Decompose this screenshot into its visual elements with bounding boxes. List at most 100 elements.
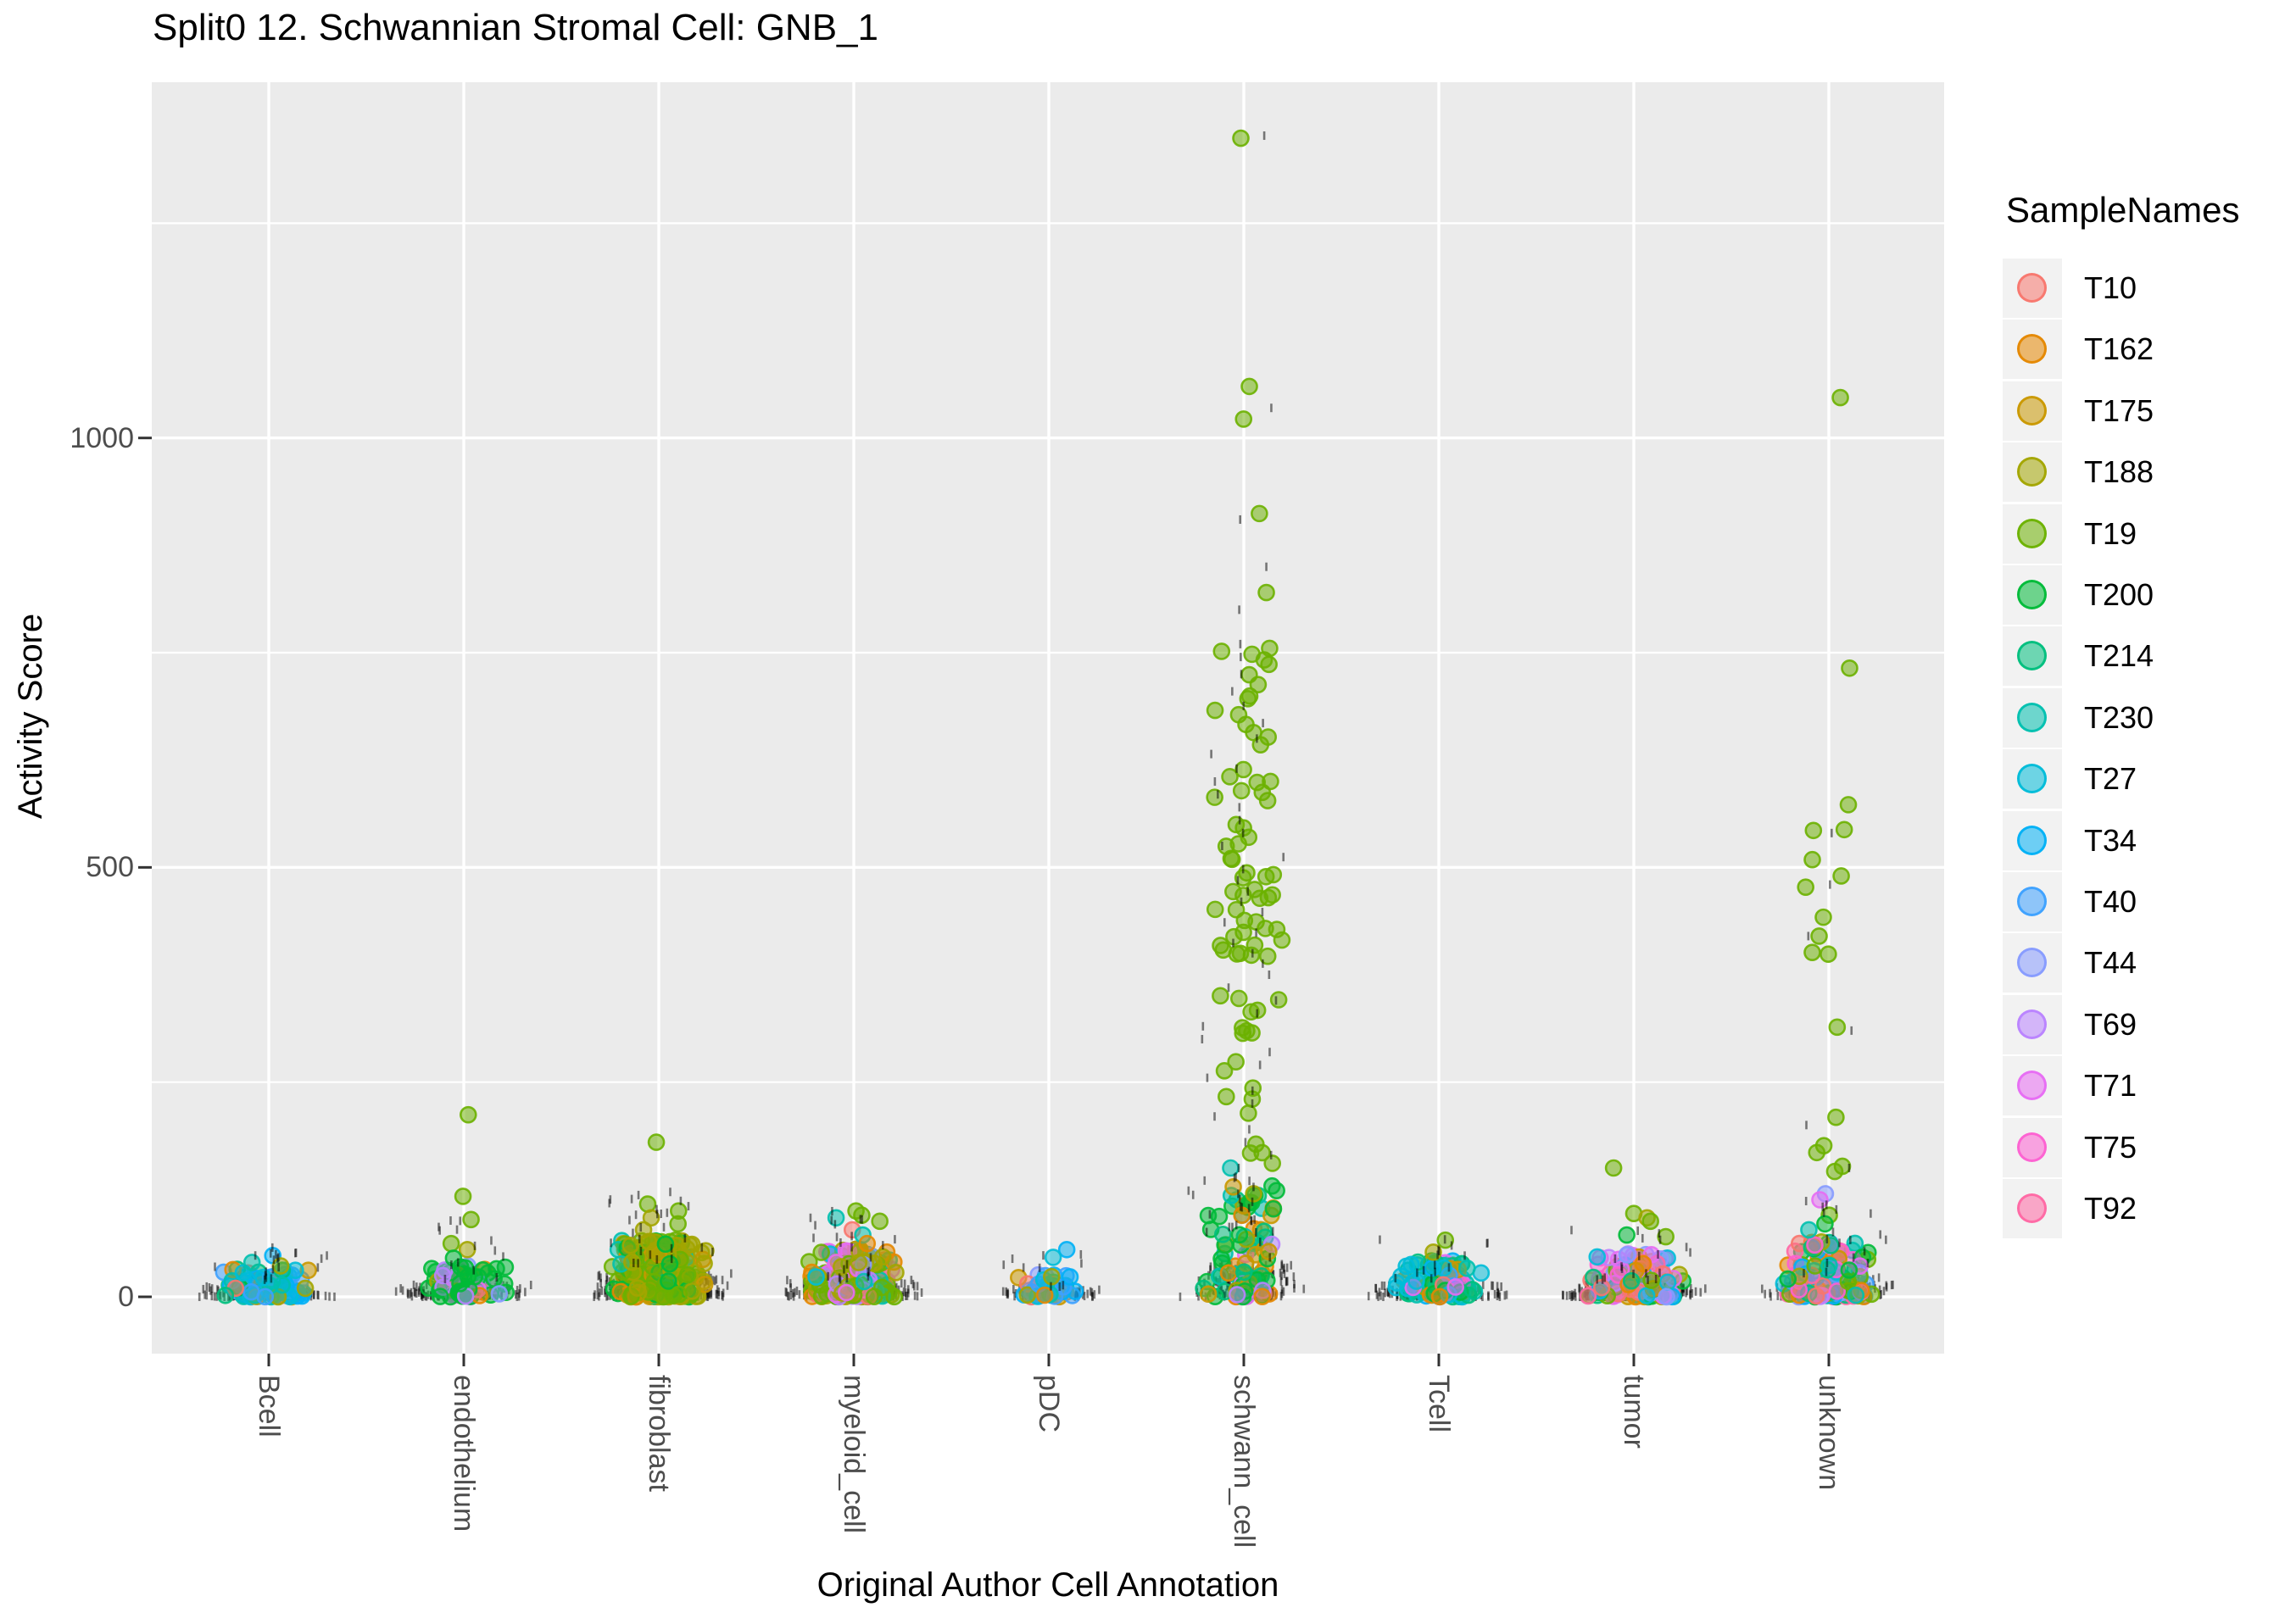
x-tick-label-tumor: tumor [1618,1375,1650,1449]
data-point [1273,931,1291,949]
data-point [1814,908,1832,926]
black-dash-point [495,1272,499,1282]
data-point [1835,820,1853,839]
black-dash-point [721,1291,723,1300]
data-point [454,1187,472,1205]
legend-key-T44 [2003,933,2062,993]
data-point [670,1285,688,1304]
black-dash-point [1232,938,1234,948]
black-dash-point [830,1215,833,1225]
legend-label-T162: T162 [2084,331,2154,367]
black-dash-point [1388,1289,1391,1299]
data-point [1260,1243,1278,1260]
black-dash-point [1238,1194,1241,1204]
black-dash-point [850,1243,853,1252]
black-dash-point [679,1196,683,1205]
black-dash-point [1091,1292,1094,1301]
data-point [1217,837,1235,855]
data-point [1199,1285,1218,1303]
black-dash-point [1704,1284,1707,1293]
black-dash-point [1463,1251,1466,1260]
data-point [812,1243,830,1261]
black-dash-point [1302,1284,1306,1293]
black-dash-point [1863,1247,1866,1256]
black-dash-point [859,1215,862,1224]
black-dash-point [1879,1230,1882,1239]
legend-dot-icon [2017,948,2047,978]
black-dash-point [639,1222,643,1232]
black-dash-point [1283,1269,1286,1278]
black-dash-point [1191,1190,1195,1199]
black-dash-point [1280,1289,1284,1299]
data-point [1604,1159,1623,1177]
black-dash-point [593,1292,595,1301]
legend-key-T71 [2003,1056,2062,1116]
data-point [1634,1254,1652,1273]
black-dash-point [324,1291,327,1300]
black-dash-point [1258,1060,1262,1070]
legend-dot-icon [2017,518,2047,548]
black-dash-point [894,1235,896,1244]
data-point [254,1268,272,1287]
data-point [1245,723,1262,742]
black-dash-point [271,1265,275,1274]
data-point [1269,991,1288,1009]
black-dash-point [1086,1289,1089,1299]
black-dash-point [1447,1263,1451,1272]
black-dash-point [1253,1215,1256,1224]
black-dash-point [407,1290,410,1299]
black-dash-point [328,1292,331,1301]
black-dash-point [1689,1289,1691,1299]
data-point [1807,1287,1825,1305]
black-dash-point [1493,1289,1496,1299]
data-point [1828,1282,1847,1300]
legend-title: SampleNames [2006,190,2240,230]
data-point [1227,900,1246,919]
black-dash-point [730,1269,733,1278]
data-point [647,1133,666,1151]
data-point [1258,947,1277,965]
black-dash-point [637,1190,640,1199]
black-dash-point [707,1288,710,1298]
data-point [812,1287,831,1305]
legend-key-T188 [2003,442,2062,503]
black-dash-point [208,1282,211,1292]
data-point [1800,1221,1818,1239]
data-point [1234,1263,1253,1282]
data-point [1811,1191,1829,1209]
black-dash-point [459,1216,462,1226]
black-dash-point [789,1283,793,1293]
black-dash-point [1210,749,1212,759]
black-dash-point [1001,1287,1005,1296]
black-dash-point [1241,865,1245,874]
data-point [850,1254,868,1271]
black-dash-point [401,1286,404,1295]
data-point [1446,1278,1465,1296]
black-dash-point [717,1288,721,1297]
black-dash-point [1636,1226,1640,1236]
data-point [1057,1240,1076,1259]
black-dash-point [1251,948,1254,958]
y-tick-label: 0 [118,1281,134,1313]
data-point [855,1272,873,1291]
data-point [442,1234,460,1253]
data-point [458,1240,476,1259]
black-dash-point [795,1286,799,1295]
data-point [1803,850,1821,869]
data-point [669,1215,687,1233]
black-dash-point [1252,1182,1255,1192]
data-point [1214,941,1233,959]
data-point [623,1253,641,1271]
black-dash-point [1238,815,1241,825]
black-dash-point [1429,1274,1433,1283]
black-dash-point [1255,928,1257,937]
black-dash-point [1013,1292,1016,1301]
data-point [459,1105,477,1124]
data-point [1658,1288,1675,1306]
black-dash-point [263,1275,266,1284]
black-dash-point [1562,1291,1564,1300]
data-point [271,1257,290,1275]
data-point [462,1210,480,1229]
black-dash-point [1596,1275,1598,1284]
data-point [1797,878,1814,896]
